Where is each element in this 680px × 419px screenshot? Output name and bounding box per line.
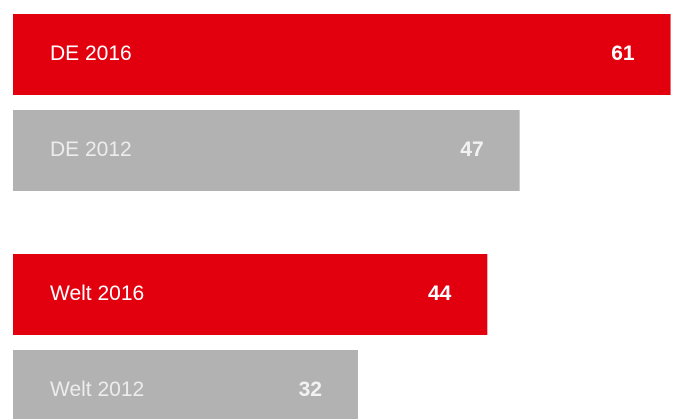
bar xyxy=(13,110,520,191)
bar xyxy=(13,350,358,419)
bar-value-label: 61 xyxy=(611,42,635,65)
bar-value-label: 44 xyxy=(428,282,452,305)
bar-category-label: DE 2016 xyxy=(50,42,132,65)
bar-category-label: Welt 2016 xyxy=(50,282,144,305)
bar-value-label: 47 xyxy=(460,138,483,161)
bar-category-label: Welt 2012 xyxy=(50,378,144,401)
bar-category-label: DE 2012 xyxy=(50,138,132,161)
bar xyxy=(13,14,671,95)
bar xyxy=(13,254,488,335)
bar-value-label: 32 xyxy=(299,378,322,401)
